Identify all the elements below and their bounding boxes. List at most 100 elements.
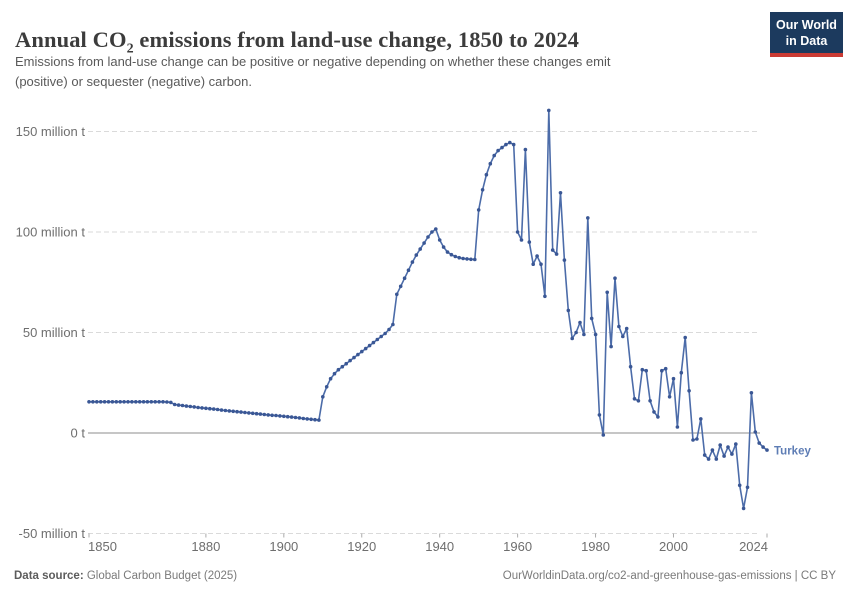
data-point[interactable] — [270, 413, 274, 418]
data-point[interactable] — [258, 412, 263, 416]
data-point[interactable] — [227, 409, 232, 413]
data-point[interactable] — [402, 276, 407, 281]
data-point[interactable] — [730, 452, 734, 456]
data-point[interactable] — [476, 208, 481, 212]
data-point[interactable] — [387, 327, 391, 332]
data-point[interactable] — [157, 400, 161, 404]
data-point[interactable] — [254, 411, 259, 416]
data-point[interactable] — [539, 262, 543, 267]
data-point[interactable] — [648, 399, 652, 403]
data-point[interactable] — [550, 248, 555, 252]
data-point[interactable] — [543, 294, 547, 299]
data-point[interactable] — [360, 349, 364, 354]
data-point[interactable] — [313, 417, 317, 422]
data-point[interactable] — [496, 148, 500, 153]
data-point[interactable] — [250, 411, 255, 416]
data-point[interactable] — [636, 399, 641, 403]
data-point[interactable] — [624, 326, 629, 331]
data-point[interactable] — [293, 415, 298, 420]
data-point[interactable] — [441, 245, 446, 249]
data-point[interactable] — [430, 230, 434, 234]
data-point[interactable] — [469, 257, 473, 262]
data-point[interactable] — [605, 290, 609, 295]
data-point[interactable] — [679, 370, 684, 375]
data-point[interactable] — [247, 411, 251, 415]
data-point[interactable] — [644, 368, 648, 373]
data-point[interactable] — [137, 400, 142, 404]
data-point[interactable] — [457, 255, 462, 260]
data-point[interactable] — [586, 216, 590, 220]
data-point[interactable] — [98, 400, 103, 404]
data-point[interactable] — [593, 332, 598, 337]
data-point[interactable] — [309, 417, 313, 422]
data-point[interactable] — [691, 438, 695, 442]
data-point[interactable] — [149, 400, 154, 404]
data-point[interactable] — [95, 400, 99, 404]
data-point[interactable] — [418, 247, 423, 251]
data-point[interactable] — [652, 410, 656, 414]
data-point[interactable] — [656, 415, 660, 419]
data-point[interactable] — [395, 292, 399, 297]
data-point[interactable] — [480, 188, 485, 192]
data-point[interactable] — [324, 385, 329, 389]
data-point[interactable] — [200, 406, 204, 410]
data-point[interactable] — [574, 330, 578, 335]
data-point[interactable] — [165, 400, 169, 404]
data-point[interactable] — [687, 389, 691, 393]
data-point[interactable] — [180, 403, 185, 408]
data-point[interactable] — [488, 161, 493, 166]
data-point[interactable] — [578, 320, 582, 325]
data-point[interactable] — [660, 368, 664, 373]
data-point[interactable] — [445, 250, 450, 254]
data-point[interactable] — [391, 322, 395, 327]
data-point[interactable] — [527, 240, 532, 244]
data-point[interactable] — [753, 430, 758, 434]
data-point[interactable] — [204, 406, 208, 411]
data-point[interactable] — [332, 371, 337, 376]
data-point[interactable] — [601, 433, 606, 437]
data-point[interactable] — [371, 340, 376, 345]
data-point[interactable] — [102, 400, 107, 404]
data-point[interactable] — [597, 413, 602, 417]
data-point[interactable] — [632, 397, 637, 401]
data-point[interactable] — [110, 400, 115, 404]
data-point[interactable] — [761, 445, 765, 449]
data-point[interactable] — [566, 308, 571, 313]
data-point[interactable] — [91, 400, 95, 404]
data-point[interactable] — [515, 230, 520, 234]
data-point[interactable] — [741, 506, 746, 511]
data-point[interactable] — [134, 400, 138, 404]
data-point[interactable] — [757, 441, 761, 445]
data-point[interactable] — [367, 343, 372, 348]
data-point[interactable] — [398, 284, 403, 289]
data-point[interactable] — [675, 425, 680, 429]
data-point[interactable] — [192, 405, 196, 409]
data-point[interactable] — [492, 153, 497, 158]
data-point[interactable] — [285, 414, 290, 419]
emissions-line-turkey[interactable] — [88, 109, 768, 510]
data-point[interactable] — [348, 358, 352, 363]
data-point[interactable] — [500, 145, 504, 150]
data-point[interactable] — [161, 400, 165, 404]
data-point[interactable] — [176, 403, 181, 407]
data-point[interactable] — [745, 485, 750, 490]
data-point[interactable] — [737, 483, 742, 488]
data-point[interactable] — [628, 364, 633, 369]
data-point[interactable] — [613, 276, 617, 281]
data-point[interactable] — [734, 442, 738, 446]
data-point[interactable] — [336, 367, 341, 372]
data-point[interactable] — [219, 408, 224, 412]
data-point[interactable] — [215, 407, 220, 412]
data-point[interactable] — [473, 257, 477, 262]
data-point[interactable] — [379, 334, 384, 339]
data-point[interactable] — [422, 241, 426, 245]
data-point[interactable] — [562, 258, 567, 262]
data-point[interactable] — [519, 238, 524, 242]
data-point[interactable] — [426, 235, 430, 239]
data-point[interactable] — [617, 324, 621, 329]
data-point[interactable] — [558, 191, 563, 195]
data-point[interactable] — [141, 400, 146, 404]
data-point[interactable] — [130, 400, 134, 404]
owid-logo[interactable]: Our World in Data — [770, 12, 843, 57]
data-point[interactable] — [531, 262, 535, 267]
